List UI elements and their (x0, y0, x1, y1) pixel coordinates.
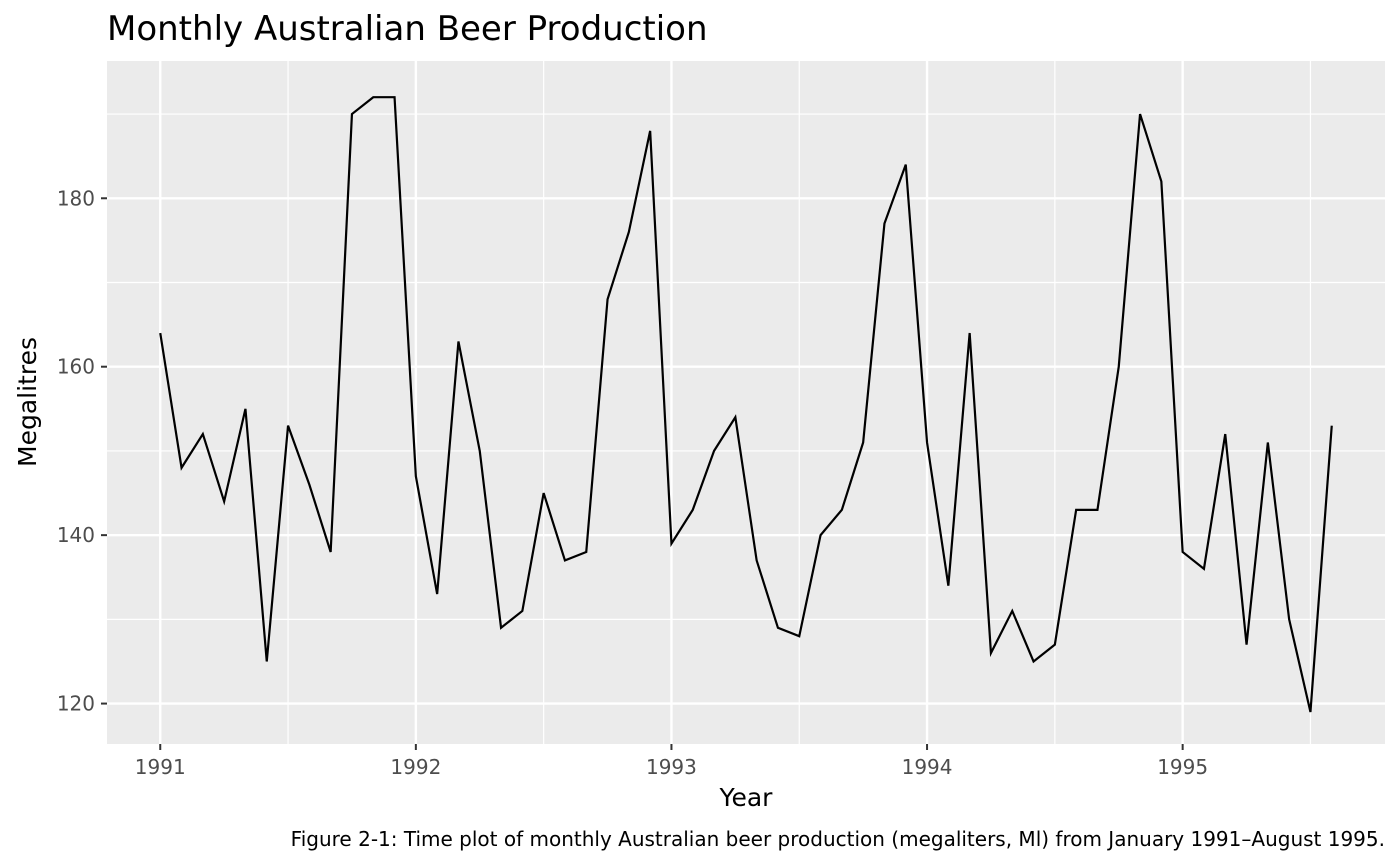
major-gridlines (107, 61, 1385, 744)
x-tick-labels: 1991 1992 1993 1994 1995 (135, 755, 1208, 779)
chart-title: Monthly Australian Beer Production (107, 9, 708, 49)
y-tick-labels: 120 140 160 180 (57, 186, 95, 715)
y-tick-label: 160 (57, 355, 95, 379)
series-layer (159, 96, 1333, 713)
axis-ticks (101, 197, 1184, 750)
y-tick-label: 180 (57, 186, 95, 210)
x-tick-label: 1992 (390, 755, 441, 779)
y-axis-title: Megalitres (13, 337, 42, 467)
x-tick-label: 1991 (135, 755, 186, 779)
minor-gridlines (107, 61, 1385, 744)
x-tick-label: 1994 (902, 755, 953, 779)
y-tick-label: 140 (57, 523, 95, 547)
y-tick-label: 120 (57, 692, 95, 716)
series-line (159, 96, 1333, 713)
x-tick-label: 1993 (646, 755, 697, 779)
x-axis-title: Year (719, 783, 774, 812)
plot-panel (107, 61, 1385, 744)
figure-caption: Figure 2-1: Time plot of monthly Austral… (291, 827, 1385, 851)
x-tick-label: 1995 (1157, 755, 1208, 779)
